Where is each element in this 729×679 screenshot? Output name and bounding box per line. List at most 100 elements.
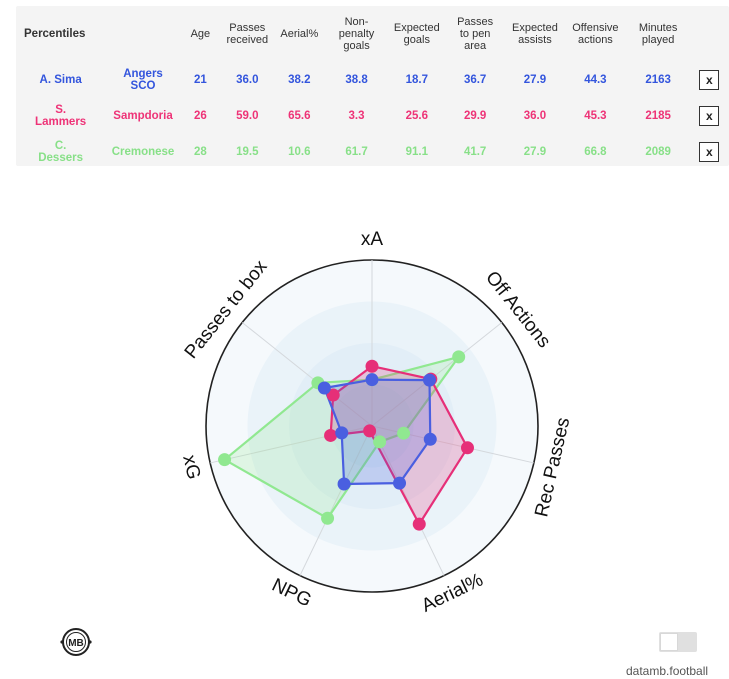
data-point [422, 373, 436, 387]
header-remove [690, 6, 729, 62]
header-text: penalty [338, 28, 375, 40]
cell-aerial: 65.6 [288, 110, 311, 122]
header-text: goals [343, 40, 370, 52]
header-text: Age [190, 28, 211, 40]
cell-npg: 3.3 [348, 110, 365, 122]
cell-npg: 61.7 [345, 146, 368, 158]
axis-label: xA [361, 229, 384, 250]
data-point [365, 373, 379, 387]
team-name-text: Angers [123, 68, 163, 80]
remove-player-button[interactable]: x [699, 106, 720, 126]
cell-minutes: 2089 [645, 146, 671, 158]
cell-passes-pen-area: 36.7 [463, 74, 487, 86]
data-point [423, 432, 437, 446]
table-row: A. Sima Angers SCO 21 36.0 38.2 38.8 18.7… [16, 62, 729, 98]
cell-aerial: 38.2 [288, 74, 311, 86]
header-text: goals [403, 34, 430, 46]
cell-xg: 25.6 [405, 110, 428, 122]
header-text: Percentiles [24, 28, 86, 40]
team-name-text: SCO [130, 80, 156, 92]
cell-passes-pen-area: 41.7 [463, 146, 487, 158]
cell-xa: 27.9 [523, 74, 547, 86]
header-text: assists [518, 34, 552, 46]
player-name-text: C. [54, 140, 67, 152]
team-name: Angers SCO [105, 62, 181, 98]
data-point [218, 453, 232, 467]
player-name-text: Lammers [35, 116, 87, 128]
header-text: Passes [229, 22, 266, 34]
toggle-knob[interactable] [660, 633, 678, 651]
data-point [412, 517, 426, 531]
axis-label: xG [178, 453, 204, 481]
remove-cell: x [690, 62, 729, 98]
header-team [105, 6, 181, 62]
header-xg: Expected goals [389, 6, 445, 62]
player-name-text: S. [55, 104, 67, 116]
radar-spoke [299, 425, 373, 576]
header-text: to pen [459, 28, 491, 40]
cell-xg: 18.7 [405, 74, 428, 86]
series-polygon [329, 365, 469, 526]
team-name: Sampdoria [105, 98, 181, 134]
data-point [326, 388, 340, 402]
cell-off-actions: 45.3 [584, 110, 607, 122]
header-text: Expected [393, 22, 440, 34]
logo-text: MB [68, 638, 84, 649]
cell-age: 21 [193, 74, 207, 86]
comparison-table-panel: Percentiles Age Passes received Aerial% N… [16, 6, 729, 166]
header-age: Age [181, 6, 220, 62]
header-aerial: Aerial% [275, 6, 325, 62]
header-text: Expected [511, 22, 558, 34]
cell-minutes: 2185 [645, 110, 671, 122]
player-name: A. Sima [16, 62, 105, 98]
data-point [373, 435, 387, 449]
data-point [452, 350, 466, 364]
team-name-text: Cremonese [111, 146, 175, 158]
data-point [397, 426, 411, 440]
data-point [317, 381, 331, 395]
player-name: C. Dessers [16, 134, 105, 170]
cell-off-actions: 44.3 [584, 74, 607, 86]
data-point [365, 359, 379, 373]
data-point [393, 476, 407, 490]
header-text: area [464, 40, 487, 52]
cell-age: 26 [193, 110, 207, 122]
header-passes-received: Passes received [220, 6, 275, 62]
header-text: Passes [457, 16, 494, 28]
data-point [460, 441, 474, 455]
player-name: S. Lammers [16, 98, 105, 134]
data-point [321, 511, 335, 525]
header-text: Offensive [572, 22, 619, 34]
header-xa: Expected assists [506, 6, 565, 62]
mb-logo-icon: MB [60, 628, 92, 656]
brand-label: datamb.football [626, 664, 709, 678]
data-point [335, 426, 349, 440]
cell-passes-received: 36.0 [236, 74, 259, 86]
header-off-actions: Offensive actions [564, 6, 626, 62]
player-name-text: A. Sima [39, 74, 82, 86]
header-passes-pen-area: Passes to pen area [445, 6, 506, 62]
cell-xg: 91.1 [405, 146, 428, 158]
comparison-table: Percentiles Age Passes received Aerial% N… [16, 6, 729, 170]
cell-passes-pen-area: 29.9 [463, 110, 487, 122]
cell-passes-received: 19.5 [236, 146, 259, 158]
header-npg: Non-penalty goals [324, 6, 389, 62]
table-header-row: Percentiles Age Passes received Aerial% N… [16, 6, 729, 62]
remove-player-button[interactable]: x [699, 70, 720, 90]
team-name: Cremonese [105, 134, 181, 170]
cell-minutes: 2163 [645, 74, 671, 86]
cell-off-actions: 66.8 [584, 146, 607, 158]
team-name-text: Sampdoria [113, 110, 173, 122]
cell-age: 28 [193, 146, 207, 158]
cell-xa: 27.9 [523, 146, 547, 158]
header-text: actions [577, 34, 613, 46]
data-point [324, 428, 338, 442]
remove-player-button[interactable]: x [699, 142, 720, 162]
view-toggle[interactable] [659, 632, 697, 652]
cell-npg: 38.8 [345, 74, 368, 86]
header-text: Non- [344, 16, 369, 28]
data-point [363, 424, 377, 438]
cell-xa: 36.0 [523, 110, 547, 122]
axis-label: NPG [268, 575, 314, 612]
